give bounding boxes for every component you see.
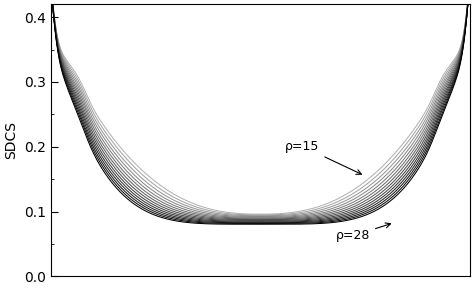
Text: ρ=15: ρ=15 [285,140,361,174]
Text: ρ=28: ρ=28 [336,223,391,242]
Y-axis label: SDCS: SDCS [4,121,18,159]
